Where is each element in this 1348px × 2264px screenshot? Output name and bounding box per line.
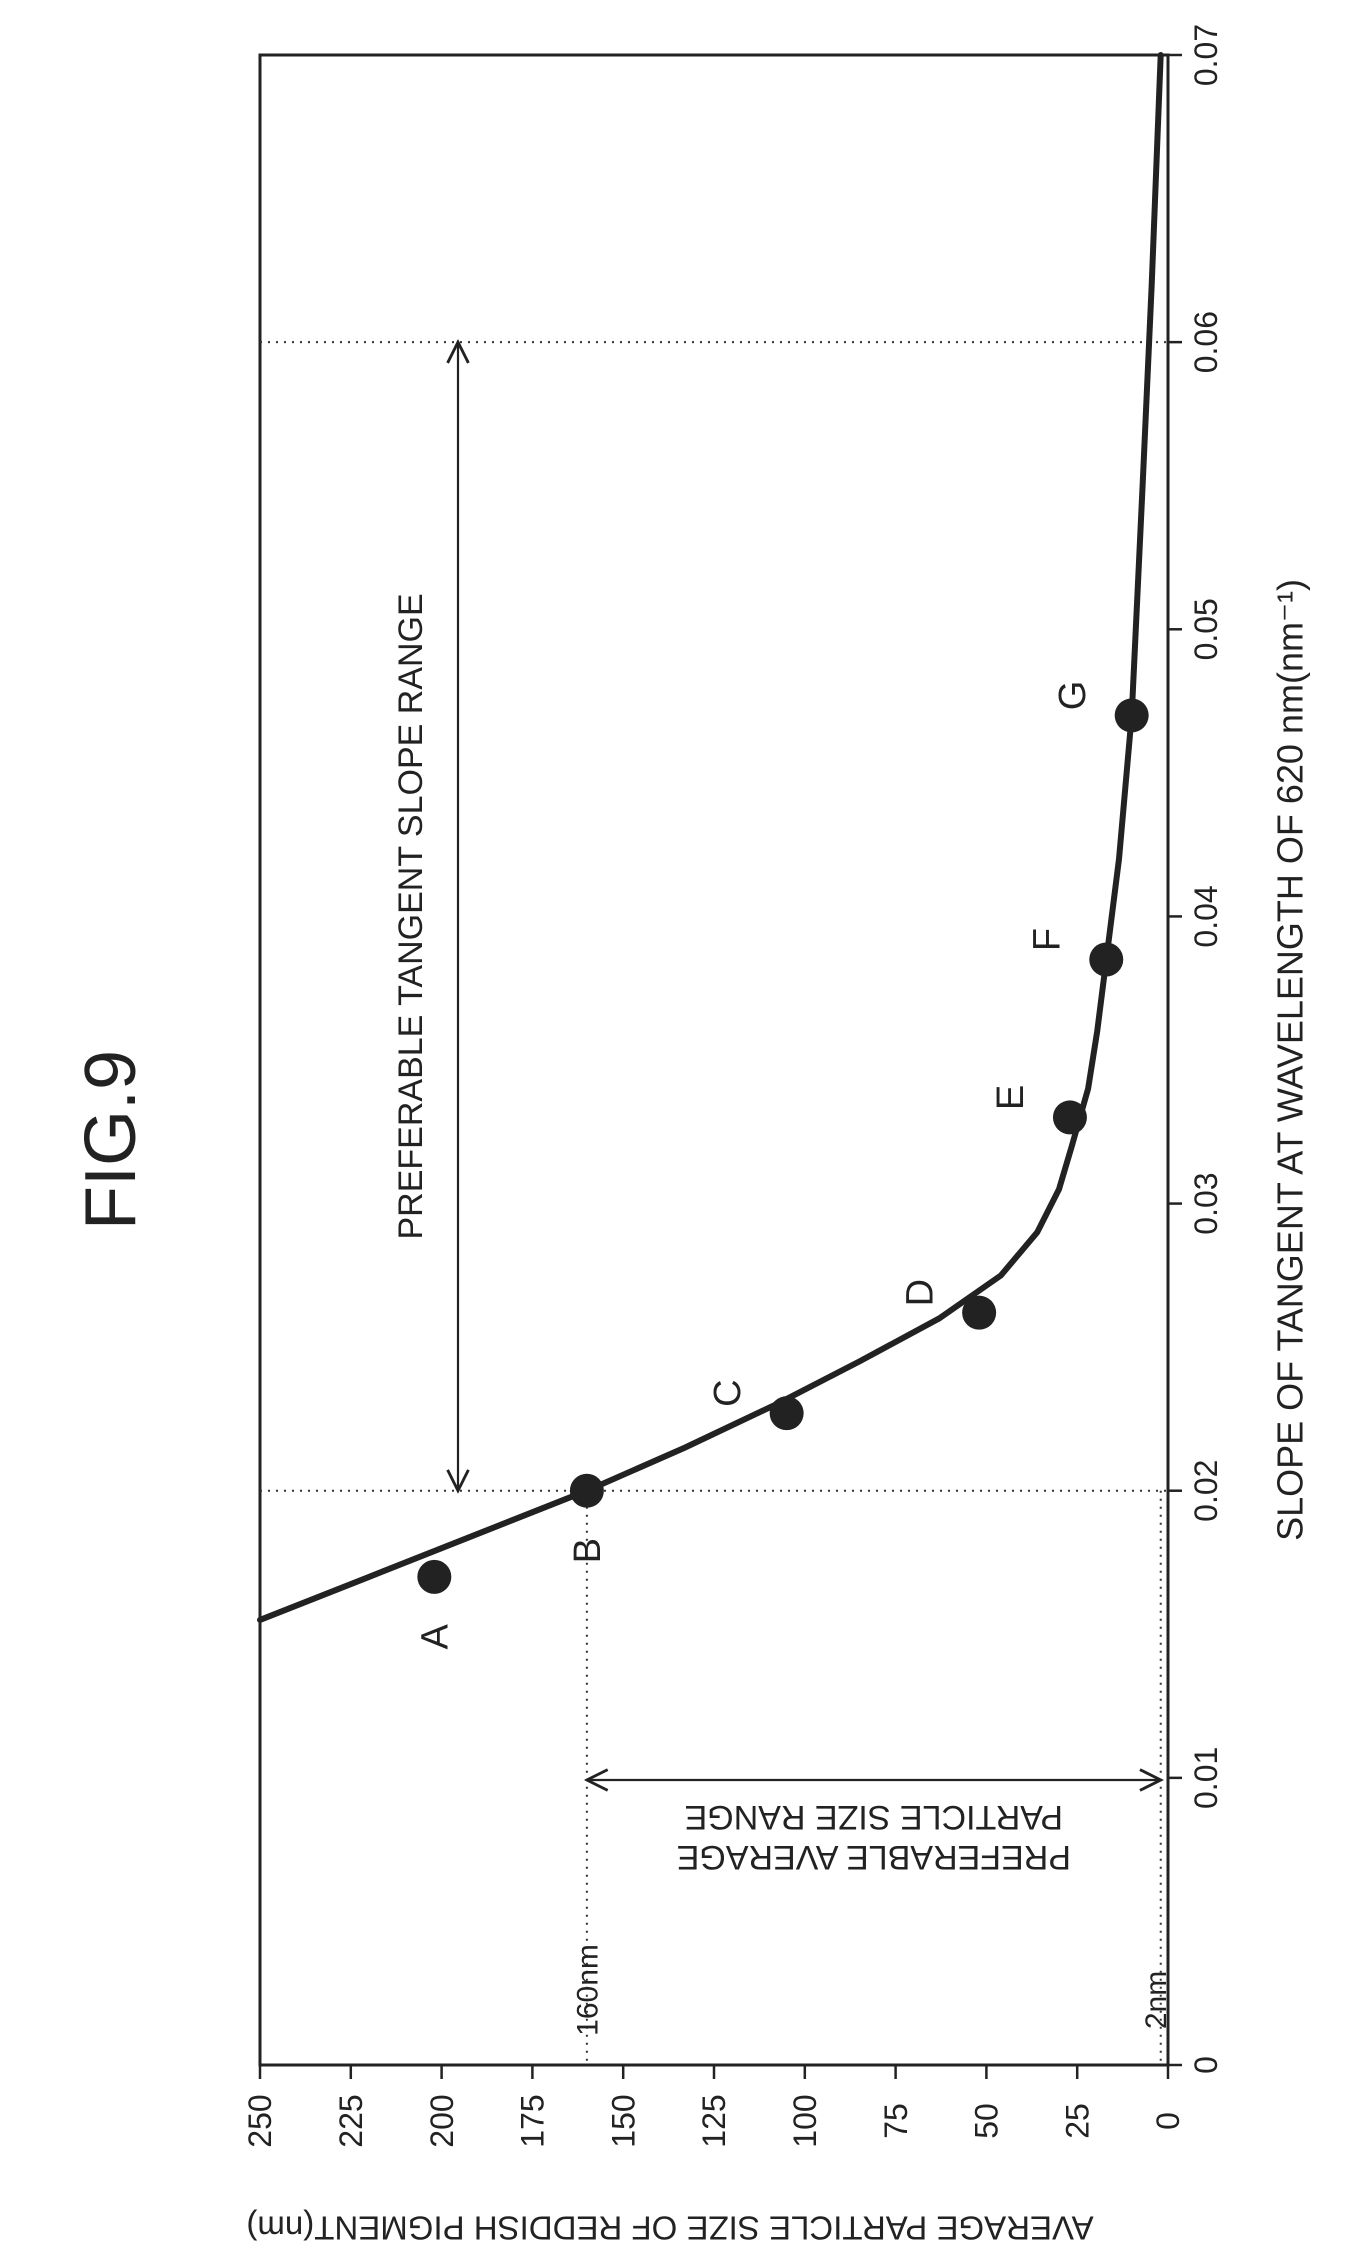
data-point-d bbox=[962, 1295, 997, 1330]
x-axis-title: SLOPE OF TANGENT AT WAVELENGTH OF 620 nm… bbox=[1270, 579, 1311, 1541]
upper-size-label: 160nm bbox=[571, 1944, 604, 2036]
y-tick-label: 75 bbox=[878, 2103, 914, 2139]
data-point-f bbox=[1089, 942, 1124, 977]
data-points: A B C D E F G bbox=[415, 681, 1149, 1650]
x-tick-label: 0.06 bbox=[1188, 311, 1224, 373]
data-point-e bbox=[1052, 1100, 1087, 1135]
data-point-b bbox=[569, 1473, 604, 1508]
y-tick-label: 125 bbox=[696, 2094, 732, 2147]
y-tick-label: 225 bbox=[333, 2094, 369, 2147]
y-axis-title: AVERAGE PARTICLE SIZE OF REDDISH PIGMENT… bbox=[246, 2209, 1093, 2246]
data-point-label: E bbox=[990, 1085, 1032, 1110]
data-point-g bbox=[1114, 698, 1149, 733]
x-tick-label: 0.02 bbox=[1188, 1460, 1224, 1522]
size-range-label-line1: PREFERABLE AVERAGE bbox=[677, 1838, 1071, 1876]
x-tick-label: 0.05 bbox=[1188, 598, 1224, 660]
x-tick-label: 0.03 bbox=[1188, 1172, 1224, 1234]
y-tick-label: 50 bbox=[969, 2103, 1005, 2139]
x-tick-label: 0.01 bbox=[1188, 1747, 1224, 1809]
data-point-label: G bbox=[1052, 681, 1094, 711]
size-range-label-line2: PARTICLE SIZE RANGE bbox=[685, 1798, 1064, 1836]
y-tick-label: 0 bbox=[1150, 2112, 1186, 2130]
data-point-label: F bbox=[1027, 928, 1069, 951]
y-tick-label: 200 bbox=[424, 2094, 460, 2147]
data-point-c bbox=[769, 1396, 804, 1431]
y-tick-label: 150 bbox=[605, 2094, 641, 2147]
data-point-label: D bbox=[899, 1279, 941, 1306]
y-tick-label: 175 bbox=[515, 2094, 551, 2147]
tick-layer: 0 0.01 0.02 0.03 0.04 0.05 0.06 0.07 0 25 50 75 100 1… bbox=[242, 24, 1224, 2148]
data-point-a bbox=[417, 1559, 452, 1594]
x-tick-label: 0.07 bbox=[1188, 24, 1224, 86]
y-tick-label: 25 bbox=[1059, 2103, 1095, 2139]
fit-curve bbox=[257, 52, 1164, 1623]
y-tick-label: 100 bbox=[787, 2094, 823, 2147]
data-point-label: A bbox=[415, 1624, 457, 1650]
x-tick-label: 0.04 bbox=[1188, 885, 1224, 947]
slope-range-label: PREFERABLE TANGENT SLOPE RANGE bbox=[392, 593, 430, 1239]
data-point-label: B bbox=[567, 1538, 609, 1563]
figure-title: FIG.9 bbox=[71, 1050, 151, 1230]
lower-size-label: 2nm bbox=[1140, 1971, 1173, 2029]
data-point-label: C bbox=[707, 1379, 749, 1406]
y-tick-label: 250 bbox=[242, 2094, 278, 2147]
x-tick-label: 0 bbox=[1188, 2056, 1224, 2074]
